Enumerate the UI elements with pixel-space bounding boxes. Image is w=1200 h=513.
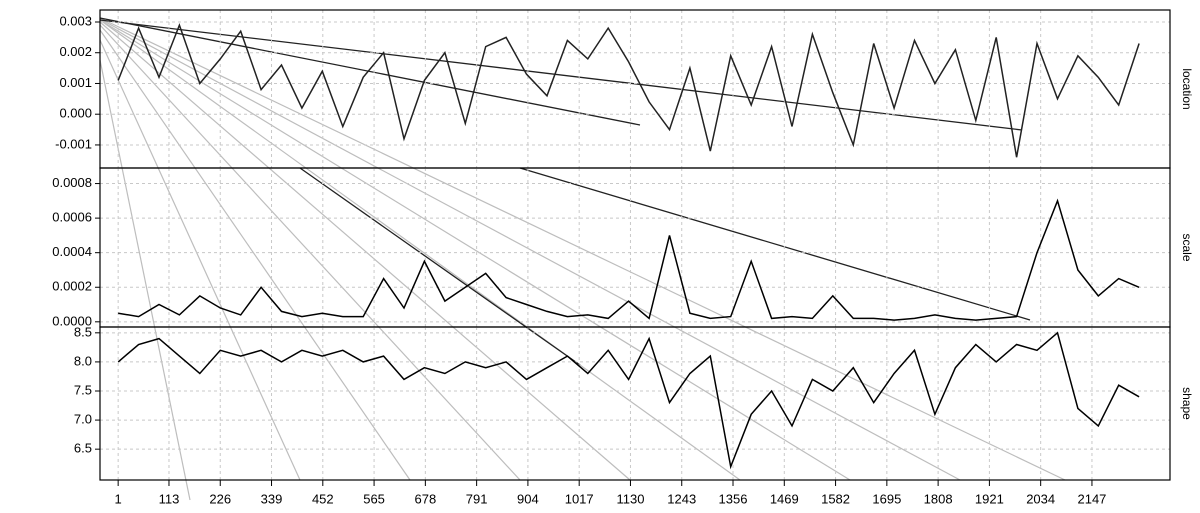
x-tick-label: 2147 [1077, 491, 1106, 506]
panel-frame [99, 326, 1171, 481]
y-tick-label: 0.0006 [52, 210, 92, 225]
panel-label: location [1180, 68, 1194, 109]
y-tick-label: 0.0004 [52, 244, 92, 259]
y-tick-label: 8.5 [74, 324, 92, 339]
x-tick-label: 678 [415, 491, 437, 506]
y-tick-label: 6.5 [74, 441, 92, 456]
series-line [117, 22, 1140, 158]
y-tick-label: 0.003 [59, 13, 92, 28]
x-tick-label: 791 [466, 491, 488, 506]
decoration [99, 17, 1066, 501]
x-tick-label: 1017 [565, 491, 594, 506]
x-tick-label: 452 [312, 491, 334, 506]
panel-label: shape [1180, 387, 1194, 420]
y-tick-label: 8.0 [74, 353, 92, 368]
x-tick-label: 1921 [975, 491, 1004, 506]
x-tick-label: 1469 [770, 491, 799, 506]
y-tick-label: 0.000 [59, 106, 92, 121]
x-tick-label: 226 [209, 491, 231, 506]
x-tick-label: 904 [517, 491, 539, 506]
y-tick-label: 7.0 [74, 412, 92, 427]
y-tick-label: -0.001 [55, 136, 92, 151]
panel-frame [99, 167, 1171, 328]
series-line [118, 198, 1140, 321]
x-tick-label: 1695 [872, 491, 901, 506]
x-tick-label: 113 [159, 491, 180, 506]
panel-label: scale [1180, 233, 1194, 261]
y-tick-label: 7.5 [74, 382, 92, 397]
x-tick-label: 1582 [821, 491, 850, 506]
x-tick-label: 1808 [924, 491, 953, 506]
x-tick-label: 1243 [667, 491, 696, 506]
x-tick-label: 1356 [719, 491, 748, 506]
x-tick-label: 1 [115, 491, 122, 506]
y-tick-label: 0.001 [59, 75, 92, 90]
x-tick-label: 2034 [1026, 491, 1055, 506]
x-tick-label: 565 [363, 491, 385, 506]
y-tick-label: 0.0000 [52, 313, 92, 328]
y-tick-label: 0.0002 [52, 279, 92, 294]
x-tick-label: 339 [261, 491, 283, 506]
series-line [117, 331, 1140, 470]
y-tick-label: 0.002 [59, 44, 92, 59]
x-tick-label: 1130 [616, 491, 644, 506]
y-tick-label: 0.0008 [52, 175, 92, 190]
